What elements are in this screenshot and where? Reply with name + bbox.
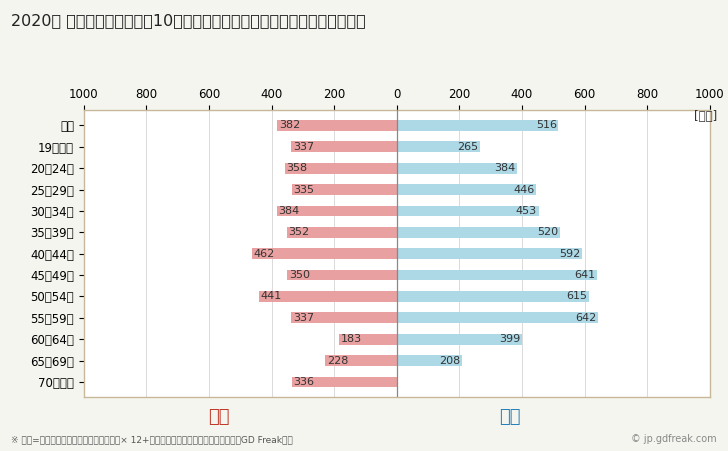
Text: 384: 384 — [278, 206, 299, 216]
Bar — [291, 313, 397, 323]
Text: 520: 520 — [537, 227, 558, 237]
Bar — [397, 355, 462, 366]
Text: 441: 441 — [261, 291, 282, 301]
Bar — [277, 120, 397, 131]
Text: 183: 183 — [341, 334, 362, 344]
Text: 女性: 女性 — [207, 408, 229, 426]
Bar — [292, 184, 397, 195]
Text: 462: 462 — [253, 249, 275, 259]
Text: 337: 337 — [293, 313, 314, 323]
Text: 642: 642 — [575, 313, 596, 323]
Text: 453: 453 — [516, 206, 537, 216]
Text: 382: 382 — [279, 120, 300, 130]
Text: 2020年 民間企業（従業者数10人以上）フルタイム労働者の男女別平均年収: 2020年 民間企業（従業者数10人以上）フルタイム労働者の男女別平均年収 — [11, 14, 365, 28]
Bar — [397, 249, 582, 259]
Text: 335: 335 — [293, 184, 314, 194]
Bar — [397, 270, 598, 281]
Text: 337: 337 — [293, 142, 314, 152]
Text: 228: 228 — [327, 355, 348, 366]
Text: 446: 446 — [513, 184, 535, 194]
Bar — [397, 334, 522, 345]
Bar — [285, 163, 397, 174]
Bar — [292, 377, 397, 387]
Text: [万円]: [万円] — [694, 110, 717, 124]
Text: 358: 358 — [286, 163, 307, 173]
Text: 350: 350 — [289, 270, 309, 280]
Bar — [397, 120, 558, 131]
Bar — [397, 206, 539, 216]
Text: 592: 592 — [559, 249, 580, 259]
Bar — [252, 249, 397, 259]
Text: 男性: 男性 — [499, 408, 521, 426]
Text: ※ 年収=「きまって支給する現金給与額」× 12+「年間賞与その他特別給与額」としてGD Freak推計: ※ 年収=「きまって支給する現金給与額」× 12+「年間賞与その他特別給与額」と… — [11, 435, 293, 444]
Bar — [291, 142, 397, 152]
Bar — [277, 206, 397, 216]
Text: 208: 208 — [439, 355, 460, 366]
Bar — [397, 227, 560, 238]
Bar — [339, 334, 397, 345]
Bar — [287, 227, 397, 238]
Text: 265: 265 — [457, 142, 478, 152]
Text: 384: 384 — [494, 163, 515, 173]
Text: © jp.gdfreak.com: © jp.gdfreak.com — [631, 434, 717, 444]
Text: 641: 641 — [574, 270, 596, 280]
Bar — [397, 142, 480, 152]
Bar — [258, 291, 397, 302]
Bar — [288, 270, 397, 281]
Text: 615: 615 — [566, 291, 587, 301]
Text: 352: 352 — [288, 227, 309, 237]
Bar — [397, 184, 537, 195]
Bar — [397, 163, 517, 174]
Bar — [325, 355, 397, 366]
Bar — [397, 291, 589, 302]
Bar — [397, 313, 598, 323]
Text: 516: 516 — [536, 120, 557, 130]
Text: 336: 336 — [293, 377, 314, 387]
Text: 399: 399 — [499, 334, 520, 344]
